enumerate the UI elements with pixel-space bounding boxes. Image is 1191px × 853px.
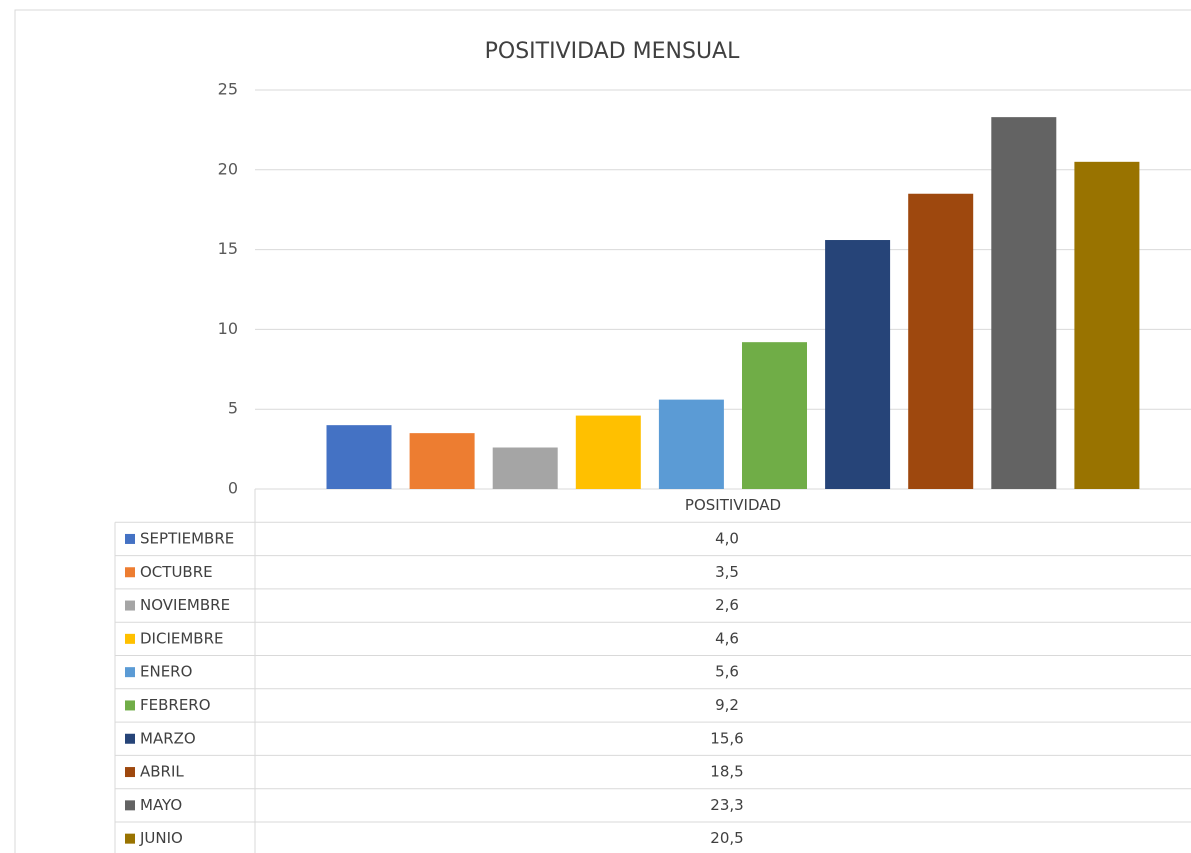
y-tick-label: 15 (218, 239, 238, 258)
legend-key (125, 600, 135, 611)
y-tick-label: 25 (218, 80, 238, 99)
bar (575, 415, 641, 489)
legend-key (125, 833, 135, 844)
table-value: 18,5 (710, 763, 743, 781)
legend-key (125, 667, 135, 678)
legend-key (125, 800, 135, 811)
bar (1074, 161, 1140, 489)
bar (492, 447, 558, 489)
legend-key (125, 633, 135, 644)
y-tick-label: 5 (228, 399, 238, 418)
legend-label: DICIEMBRE (140, 629, 223, 647)
table-value: 4,0 (715, 529, 739, 547)
legend-label: MARZO (140, 729, 196, 747)
chart-title: POSITIVIDAD MENSUAL (485, 39, 740, 64)
bar (908, 193, 974, 490)
legend-label: JUNIO (139, 829, 183, 847)
legend-label: OCTUBRE (140, 563, 213, 581)
y-tick-label: 10 (218, 319, 238, 338)
table-value: 4,6 (715, 629, 739, 647)
bar (991, 117, 1057, 489)
table-value: 15,6 (710, 729, 743, 747)
x-category-label: POSITIVIDAD (685, 496, 781, 514)
table-value: 5,6 (715, 663, 739, 681)
legend-label: SEPTIEMBRE (140, 529, 234, 547)
bar (825, 240, 891, 489)
legend-key (125, 700, 135, 711)
legend-label: ABRIL (140, 763, 184, 781)
bar (658, 399, 724, 489)
legend-label: ENERO (140, 663, 192, 681)
legend-label: MAYO (140, 796, 182, 814)
table-value: 20,5 (710, 829, 743, 847)
bar (742, 342, 807, 489)
legend-key (125, 567, 135, 578)
legend-key (125, 533, 135, 544)
table-value: 9,2 (715, 696, 739, 714)
legend-key (125, 767, 135, 778)
y-tick-label: 20 (218, 159, 238, 178)
table-value: 2,6 (715, 596, 739, 614)
table-value: 23,3 (710, 796, 743, 814)
table-value: 3,5 (715, 563, 739, 581)
y-tick-label: 0 (228, 479, 238, 498)
bar (409, 433, 475, 489)
legend-label: NOVIEMBRE (140, 596, 230, 614)
legend-label: FEBRERO (140, 696, 211, 714)
legend-key (125, 733, 135, 744)
bar (326, 425, 392, 489)
